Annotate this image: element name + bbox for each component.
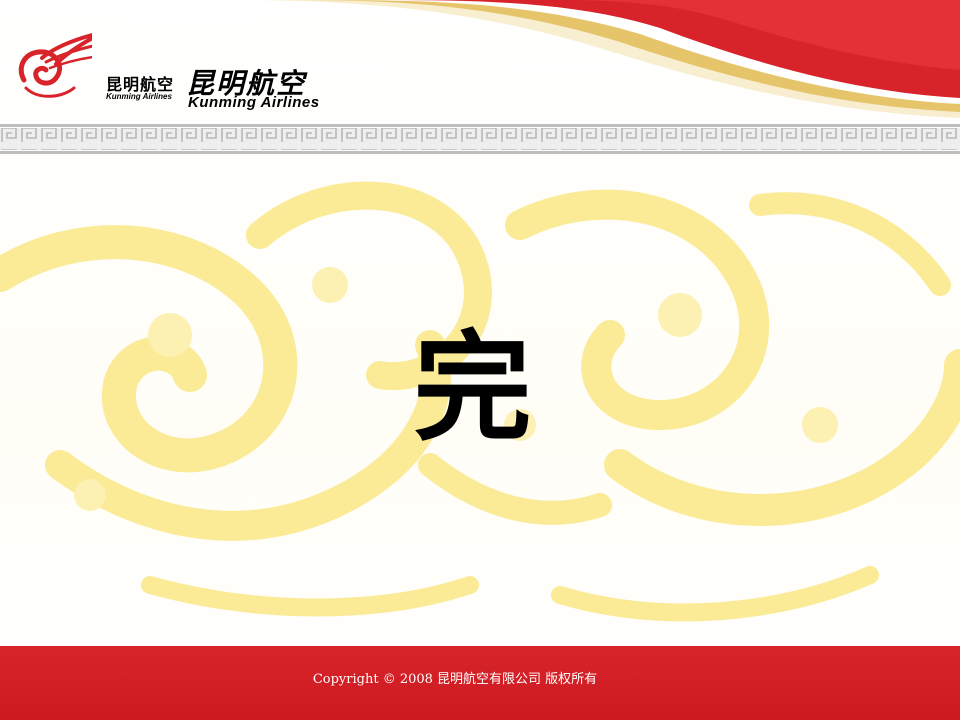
header-swoosh-decoration	[260, 0, 960, 118]
dragon-watermark	[0, 181, 960, 622]
footer-bar: Copyright © 2008 昆明航空有限公司 版权所有	[0, 646, 960, 720]
logo-large-english-name: Kunming Airlines	[188, 94, 320, 111]
logo-small-chinese-name: 昆明航空	[106, 75, 175, 94]
logo-small-english-name: Kunming Airlines	[106, 92, 172, 101]
logo-large-chinese-name: 昆明航空	[186, 67, 307, 100]
fret-pattern-band	[0, 124, 960, 154]
airline-logo: 昆明航空 Kunming Airlines 昆明航空 Kunming Airli…	[12, 28, 342, 112]
copyright-text: Copyright © 2008 昆明航空有限公司 版权所有	[312, 672, 598, 687]
slide-title: 完	[413, 318, 532, 457]
phoenix-logo-icon	[18, 32, 92, 98]
